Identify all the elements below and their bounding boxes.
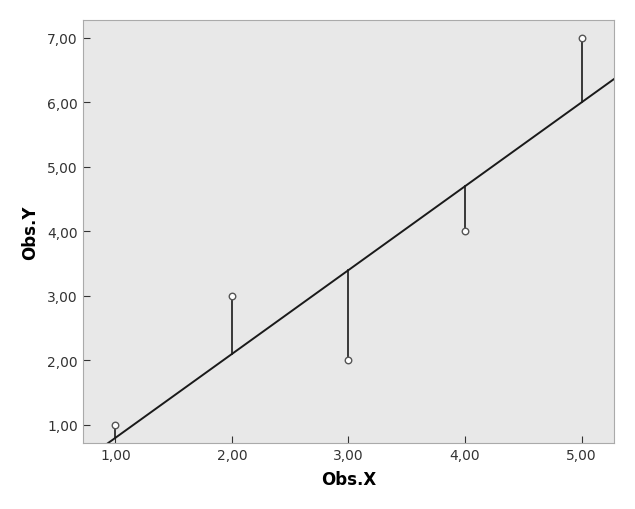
Point [227, 292, 237, 300]
Point [344, 357, 354, 365]
Point [110, 421, 121, 429]
X-axis label: Obs.X: Obs.X [321, 470, 376, 488]
Point [460, 228, 470, 236]
Y-axis label: Obs.Y: Obs.Y [21, 205, 39, 259]
Point [577, 35, 587, 43]
